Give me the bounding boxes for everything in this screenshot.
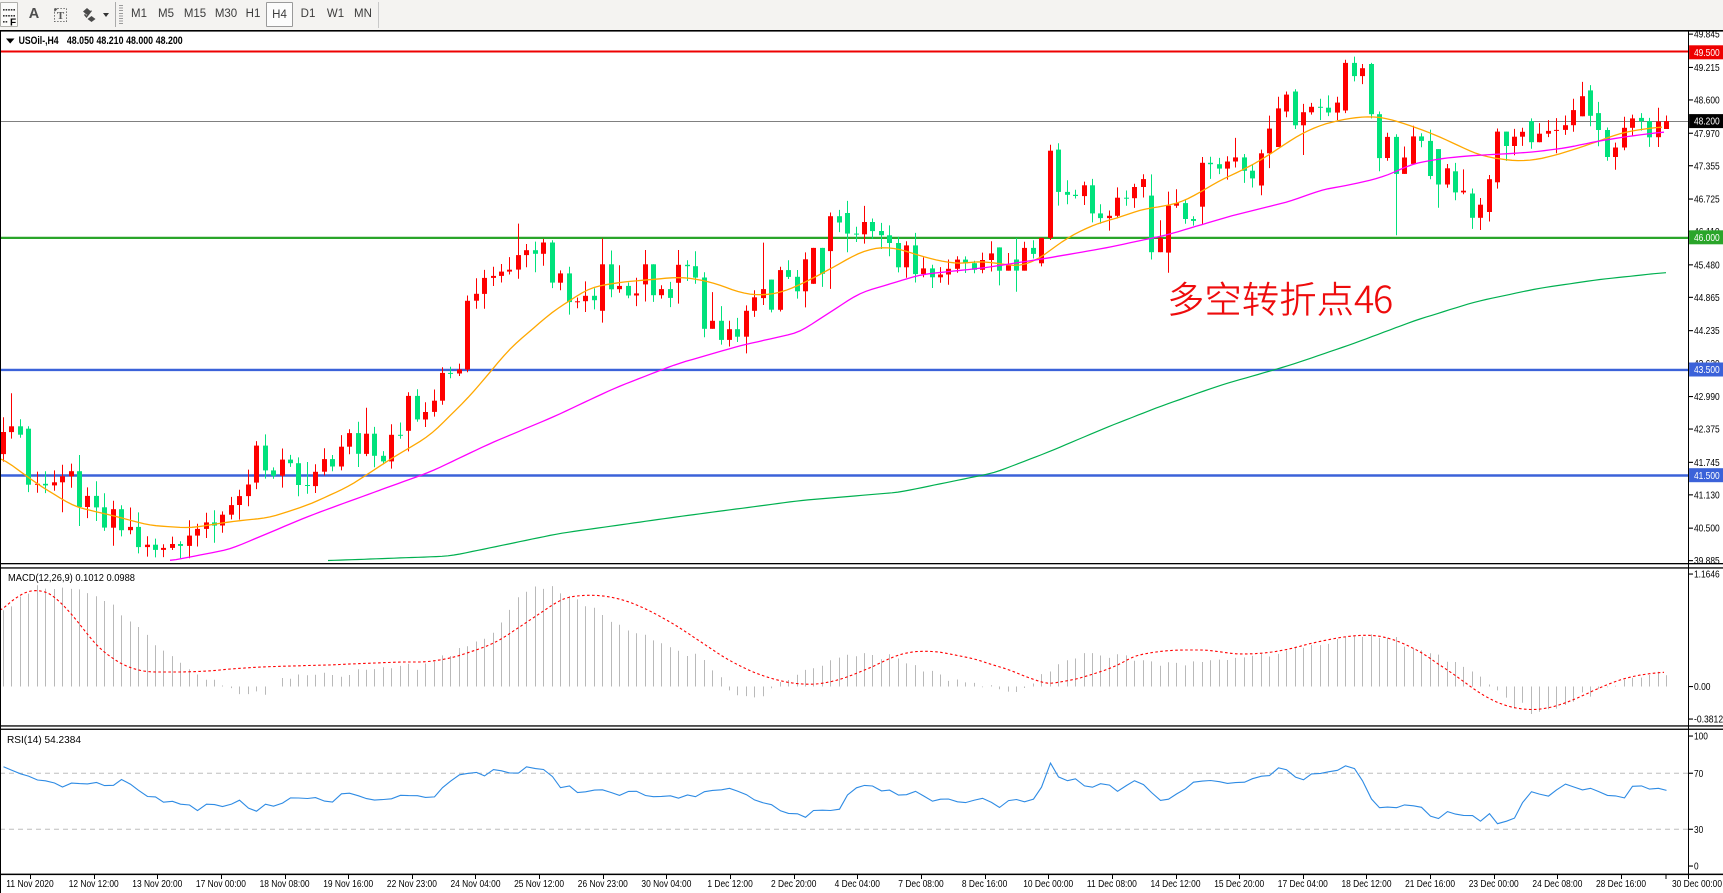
svg-text:8 Dec 16:00: 8 Dec 16:00 [962,878,1008,890]
svg-text:48.050: 48.050 [67,35,94,47]
svg-text:48.200: 48.200 [1694,116,1720,128]
svg-text:11 Dec 08:00: 11 Dec 08:00 [1087,878,1137,890]
svg-text:MACD(12,26,9) 0.1012 0.0988: MACD(12,26,9) 0.1012 0.0988 [8,572,135,584]
svg-text:2 Dec 20:00: 2 Dec 20:00 [771,878,817,890]
svg-text:46.725: 46.725 [1694,194,1720,206]
svg-text:48.000: 48.000 [126,35,153,47]
svg-text:26 Nov 23:00: 26 Nov 23:00 [578,878,628,890]
svg-text:17 Dec 04:00: 17 Dec 04:00 [1278,878,1328,890]
svg-text:14 Dec 12:00: 14 Dec 12:00 [1151,878,1201,890]
svg-text:48.600: 48.600 [1694,95,1720,107]
svg-text:4 Dec 04:00: 4 Dec 04:00 [835,878,881,890]
svg-text:19 Nov 16:00: 19 Nov 16:00 [323,878,373,890]
svg-text:21 Dec 16:00: 21 Dec 16:00 [1405,878,1455,890]
svg-text:43.500: 43.500 [1694,364,1720,376]
svg-text:42.375: 42.375 [1694,424,1720,436]
svg-text:0: 0 [1694,861,1699,873]
svg-text:49.845: 49.845 [1694,29,1720,41]
svg-text:F: F [10,18,16,29]
svg-text:30: 30 [1694,824,1703,836]
svg-text:100: 100 [1694,731,1708,743]
svg-text:11 Nov 2020: 11 Nov 2020 [6,878,54,890]
svg-text:42.990: 42.990 [1694,391,1720,403]
svg-text:-0.3812: -0.3812 [1694,714,1723,726]
svg-text:48.210: 48.210 [97,35,124,47]
svg-text:0.00: 0.00 [1694,681,1711,693]
svg-text:24 Dec 08:00: 24 Dec 08:00 [1532,878,1582,890]
svg-text:45.480: 45.480 [1694,259,1720,271]
svg-text:47.355: 47.355 [1694,160,1720,172]
svg-text:30 Nov 04:00: 30 Nov 04:00 [641,878,691,890]
svg-text:USOil-,H4: USOil-,H4 [19,35,60,47]
svg-text:18 Dec 12:00: 18 Dec 12:00 [1342,878,1392,890]
svg-text:22 Nov 23:00: 22 Nov 23:00 [387,878,437,890]
svg-text:41.130: 41.130 [1694,489,1720,501]
svg-text:30 Dec 00:00: 30 Dec 00:00 [1672,878,1722,890]
svg-text:49.215: 49.215 [1694,62,1720,74]
svg-text:41.500: 41.500 [1694,470,1720,482]
svg-text:17 Nov 00:00: 17 Nov 00:00 [196,878,246,890]
svg-text:44.865: 44.865 [1694,292,1720,304]
svg-text:25 Nov 12:00: 25 Nov 12:00 [514,878,564,890]
svg-text:10 Dec 00:00: 10 Dec 00:00 [1023,878,1073,890]
svg-text:1.1646: 1.1646 [1694,569,1720,581]
svg-text:15 Dec 20:00: 15 Dec 20:00 [1214,878,1264,890]
svg-text:41.745: 41.745 [1694,457,1720,469]
svg-text:39.885: 39.885 [1694,555,1720,567]
svg-text:70: 70 [1694,768,1703,780]
svg-text:18 Nov 08:00: 18 Nov 08:00 [260,878,310,890]
svg-text:47.970: 47.970 [1694,128,1720,140]
svg-text:RSI(14) 54.2384: RSI(14) 54.2384 [7,734,81,746]
svg-text:23 Dec 00:00: 23 Dec 00:00 [1469,878,1519,890]
svg-text:13 Nov 20:00: 13 Nov 20:00 [132,878,182,890]
svg-text:49.500: 49.500 [1694,47,1720,59]
svg-text:28 Dec 16:00: 28 Dec 16:00 [1596,878,1646,890]
svg-text:40.500: 40.500 [1694,523,1720,535]
svg-text:1 Dec 12:00: 1 Dec 12:00 [707,878,753,890]
svg-text:48.200: 48.200 [156,35,183,47]
svg-text:12 Nov 12:00: 12 Nov 12:00 [69,878,119,890]
svg-text:7 Dec 08:00: 7 Dec 08:00 [898,878,944,890]
svg-text:44.235: 44.235 [1694,325,1720,337]
svg-text:46.000: 46.000 [1694,232,1720,244]
svg-text:24 Nov 04:00: 24 Nov 04:00 [451,878,501,890]
svg-text:T: T [57,10,65,22]
